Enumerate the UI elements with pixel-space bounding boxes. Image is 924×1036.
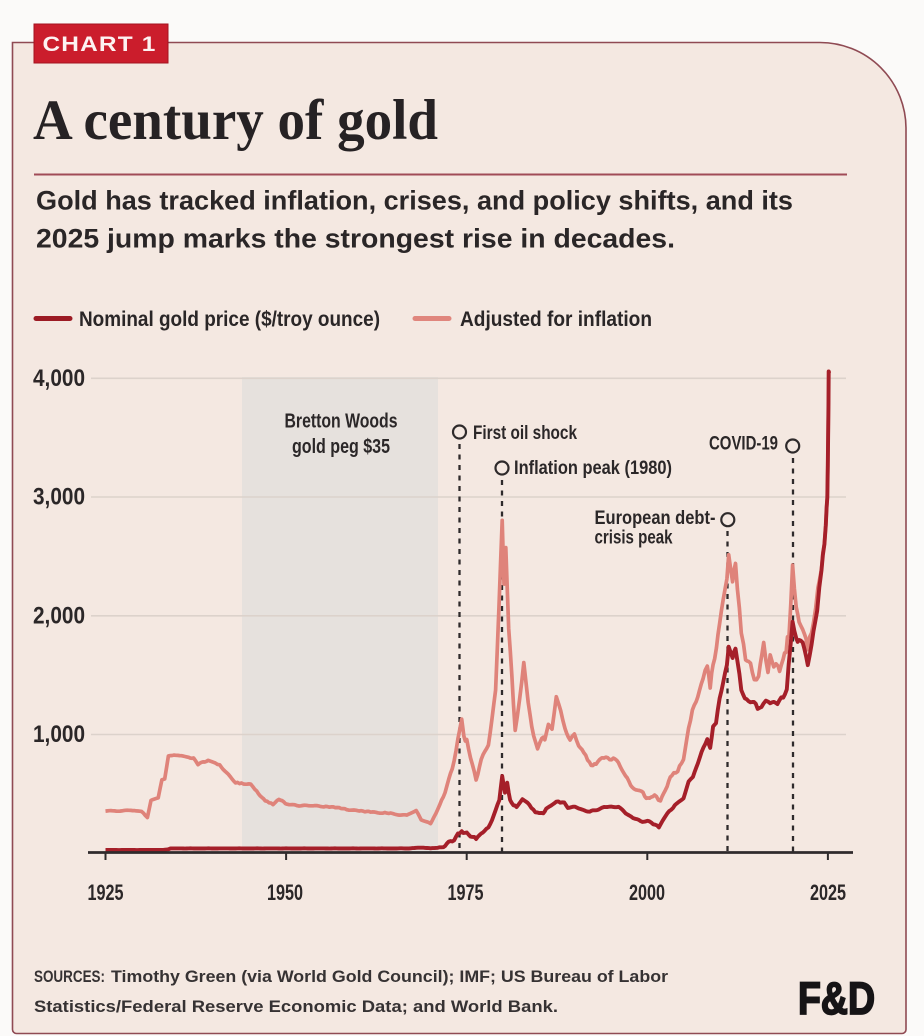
svg-text:Inflation peak (1980): Inflation peak (1980) [514,458,672,479]
svg-text:gold peg $35: gold peg $35 [292,436,390,458]
svg-text:2,000: 2,000 [33,603,85,630]
svg-text:A century of gold: A century of gold [33,89,438,152]
svg-text:COVID-19: COVID-19 [709,434,778,455]
svg-text:Adjusted for inflation: Adjusted for inflation [460,308,652,331]
svg-text:2000: 2000 [629,880,665,905]
svg-text:Timothy Green (via World Gold: Timothy Green (via World Gold Council); … [111,967,668,986]
svg-text:Bretton Woods: Bretton Woods [285,411,398,433]
svg-text:2025 jump marks the strongest: 2025 jump marks the strongest rise in de… [36,224,675,254]
svg-text:European debt-: European debt- [595,508,716,529]
svg-text:SOURCES:: SOURCES: [34,967,105,986]
svg-text:Nominal gold price ($/troy oun: Nominal gold price ($/troy ounce) [79,308,380,331]
svg-text:1975: 1975 [448,880,484,905]
svg-text:Gold has tracked inflation, cr: Gold has tracked inflation, crises, and … [36,186,793,216]
svg-text:1,000: 1,000 [33,721,85,748]
svg-text:1925: 1925 [88,880,124,905]
svg-text:4,000: 4,000 [33,365,85,392]
svg-text:1950: 1950 [267,880,303,905]
svg-text:crisis peak: crisis peak [595,528,673,549]
svg-text:Statistics/Federal Reserve Eco: Statistics/Federal Reserve Economic Data… [34,997,558,1016]
svg-text:F&D: F&D [798,973,875,1024]
svg-text:First oil shock: First oil shock [473,423,577,444]
svg-text:3,000: 3,000 [33,484,85,511]
svg-text:2025: 2025 [810,880,846,905]
svg-text:CHART 1: CHART 1 [43,33,157,56]
